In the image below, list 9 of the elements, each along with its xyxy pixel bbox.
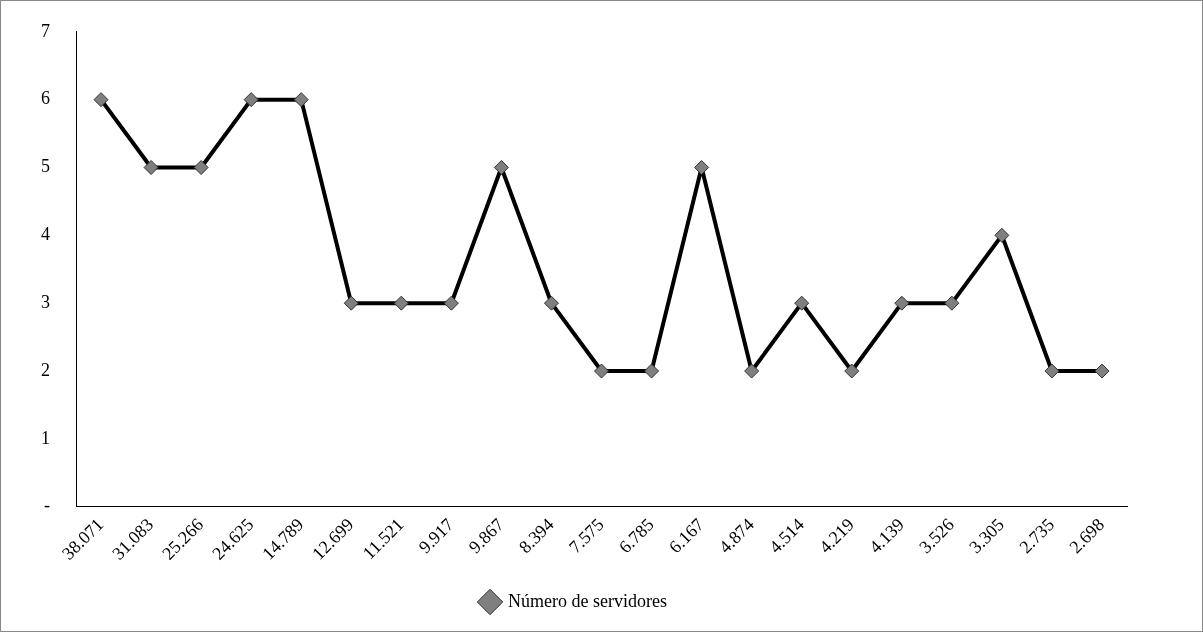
y-tick-label: 2	[41, 359, 50, 380]
y-tick-label: 7	[41, 20, 50, 41]
y-tick-label: 3	[41, 291, 50, 312]
y-tick-label: -	[44, 495, 50, 516]
y-tick-label: 5	[41, 156, 50, 177]
y-tick-label: 6	[41, 88, 50, 109]
y-tick-label: 1	[41, 427, 50, 448]
legend-label: Número de servidores	[508, 590, 667, 611]
y-tick-label: 4	[41, 224, 50, 245]
